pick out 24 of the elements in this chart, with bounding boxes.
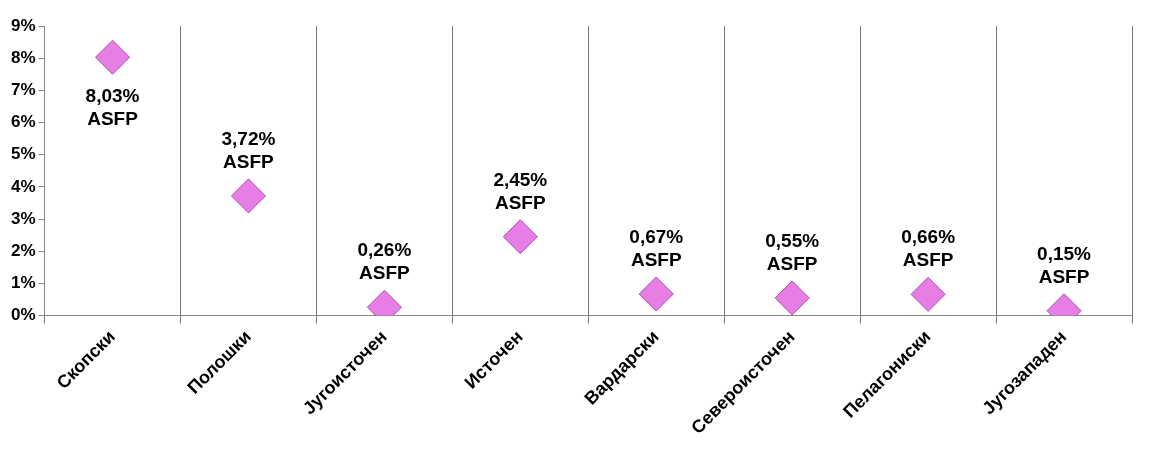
data-label: 2,45% ASFP xyxy=(493,168,548,213)
y-tick-label: 4% xyxy=(10,176,36,196)
data-label: 0,26% ASFP xyxy=(357,239,412,284)
data-label: 0,66% ASFP xyxy=(901,226,956,271)
point xyxy=(910,276,946,312)
data-label: 0,15% ASFP xyxy=(1037,242,1092,287)
point xyxy=(502,219,538,255)
y-tick-label: 2% xyxy=(10,240,36,260)
point xyxy=(230,178,266,214)
y-tick-label: 1% xyxy=(10,273,36,293)
y-tick-label: 0% xyxy=(10,305,36,325)
y-tick-label: 3% xyxy=(10,208,36,228)
y-tick-label: 8% xyxy=(10,47,36,67)
data-label: 0,55% ASFP xyxy=(765,229,820,274)
point xyxy=(638,276,674,312)
data-label: 3,72% ASFP xyxy=(221,127,276,172)
data-label: 8,03% ASFP xyxy=(85,85,140,130)
y-tick-label: 6% xyxy=(10,112,36,132)
y-tick-label: 9% xyxy=(10,15,36,35)
y-tick-label: 7% xyxy=(10,80,36,100)
point xyxy=(774,280,810,316)
data-label: 0,67% ASFP xyxy=(629,226,684,271)
y-tick-label: 5% xyxy=(10,144,36,164)
point xyxy=(95,39,131,75)
